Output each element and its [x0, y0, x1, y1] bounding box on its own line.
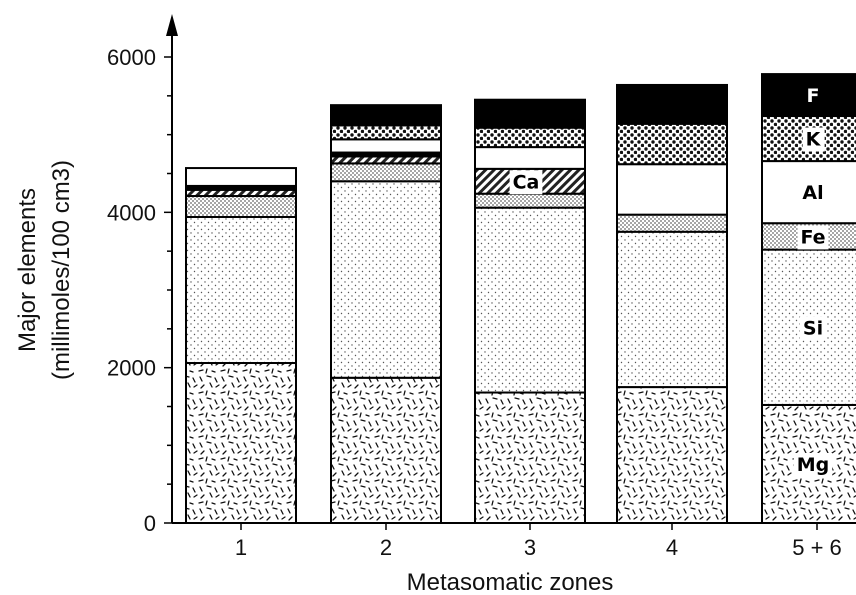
bar-segment: [185, 195, 297, 218]
y-axis-arrow: [166, 14, 178, 36]
bar-segment: [616, 122, 728, 166]
bar-stack: [330, 104, 442, 524]
bar-segment: [330, 138, 442, 154]
y-tick-label: 6000: [107, 45, 156, 70]
y-tick-label: 4000: [107, 200, 156, 225]
segment-label-backdrop: [509, 170, 543, 195]
bar-stack: [616, 83, 728, 525]
x-ticks: 1 2 3 4 5 + 6: [235, 523, 842, 560]
bar-segment: [474, 206, 586, 394]
bar-segment: [330, 124, 442, 141]
bar-segment: [474, 126, 586, 149]
bar-segment: [330, 180, 442, 379]
segment-label: Al: [802, 182, 823, 204]
bar-stack: [185, 167, 297, 524]
segment-label-backdrop: [799, 181, 827, 206]
bar-segment: [474, 192, 586, 209]
segment-label: Si: [803, 317, 823, 339]
x-tick-label: 4: [666, 535, 678, 560]
segment-label-backdrop: [803, 84, 823, 109]
y-tick-label: 0: [144, 511, 156, 536]
y-tick-label: 2000: [107, 356, 156, 381]
bar-segment: [474, 146, 586, 170]
segment-label: K: [806, 129, 822, 151]
y-axis-title: Major elements (millimoles/100 cm3): [14, 160, 75, 380]
bar-stack: [474, 98, 586, 524]
bar-segment: [185, 167, 297, 187]
segment-label: Mg: [797, 454, 830, 476]
segment-label-backdrop: [802, 127, 825, 152]
y-axis-title-line-1: Major elements: [14, 188, 41, 352]
bar-segment: [616, 213, 728, 233]
bar-segment: [330, 376, 442, 524]
x-tick-label: 3: [524, 535, 536, 560]
segment-label-backdrop: [793, 452, 833, 477]
bar-segment: [330, 162, 442, 183]
x-tick-label: 2: [380, 535, 392, 560]
bar-segment: [330, 104, 442, 127]
segment-label: Fe: [800, 226, 825, 248]
segment-label-backdrop: [797, 225, 829, 250]
bar-segment: [616, 230, 728, 389]
bar-segment: [616, 163, 728, 216]
bar-segment: [616, 83, 728, 125]
segment-label: Ca: [513, 171, 540, 193]
bars: [185, 73, 856, 525]
x-tick-label: 5 + 6: [792, 535, 842, 560]
bar-segment: [185, 362, 297, 524]
segment-labels: Ca FK Al Fe Si Mg: [509, 84, 833, 477]
y-axis-title-line-2: (millimoles/100 cm3): [48, 160, 75, 380]
bar-segment: [474, 98, 586, 129]
segment-label: F: [807, 85, 820, 107]
y-ticks: 0 2000 4000 6000: [107, 45, 172, 536]
x-tick-label: 1: [235, 535, 247, 560]
bar-segment: [185, 215, 297, 365]
x-axis-title: Metasomatic zones: [407, 569, 614, 595]
bar-segment: [474, 391, 586, 524]
bar-segment: [616, 386, 728, 525]
bar-segment: [330, 155, 442, 165]
segment-label-backdrop: [799, 316, 827, 341]
